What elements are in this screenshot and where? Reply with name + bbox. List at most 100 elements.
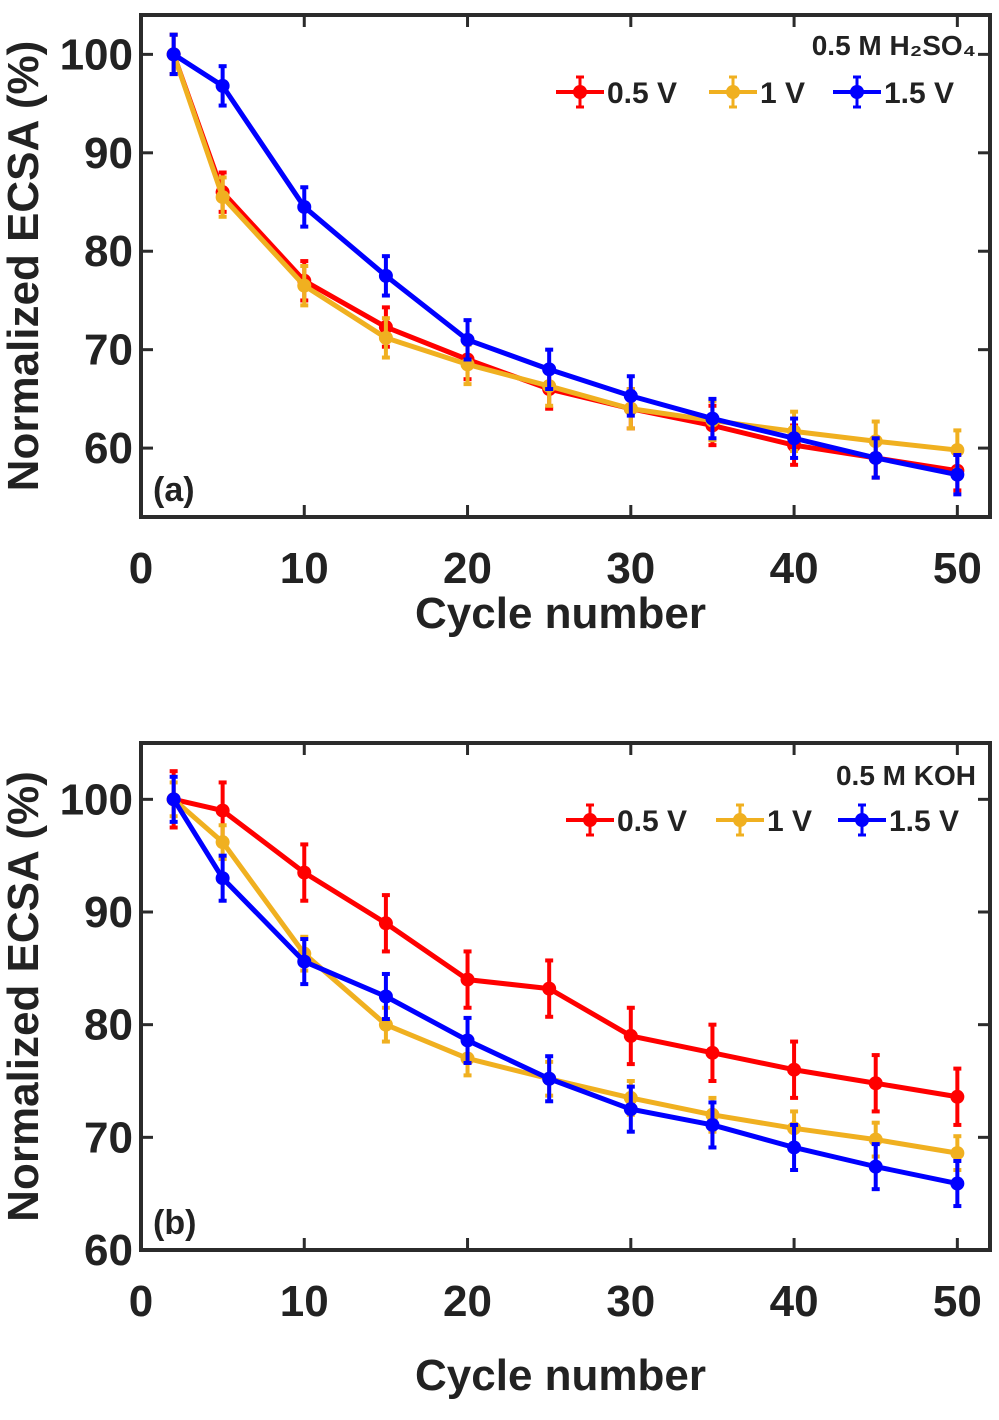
plot-frame <box>139 741 992 1252</box>
data-point <box>950 1089 965 1104</box>
data-point <box>623 1102 638 1117</box>
legend-label: 1 V <box>760 77 805 110</box>
legend-label: 0.5 V <box>617 805 687 838</box>
data-point <box>297 199 312 214</box>
panel-label: (a) <box>153 471 195 509</box>
y-tick-label: 70 <box>84 326 133 375</box>
legend-item: 1.5 V <box>838 803 959 838</box>
data-point <box>787 1062 802 1077</box>
electrolyte-annotation: 0.5 M H₂SO₄ <box>812 30 976 61</box>
legend-label: 1.5 V <box>884 77 954 110</box>
data-point <box>542 362 557 377</box>
x-tick-label: 40 <box>770 1277 819 1326</box>
data-point <box>378 330 393 345</box>
data-point <box>705 1117 720 1132</box>
x-tick-label: 40 <box>770 544 819 593</box>
series-0-5-V <box>166 769 965 1127</box>
data-point <box>460 1033 475 1048</box>
data-point <box>378 1017 393 1032</box>
data-point <box>460 972 475 987</box>
x-tick-label: 10 <box>280 544 329 593</box>
x-tick-label: 0 <box>129 544 153 593</box>
y-tick-label: 90 <box>84 129 133 178</box>
data-point <box>950 1176 965 1191</box>
plot-frame <box>139 13 992 519</box>
legend-label: 1.5 V <box>889 805 959 838</box>
legend-item: 1 V <box>716 803 812 838</box>
series-line <box>171 798 958 1186</box>
data-point <box>623 1028 638 1043</box>
y-tick-label: 60 <box>84 424 133 473</box>
x-tick-label: 20 <box>443 1277 492 1326</box>
x-tick-label: 0 <box>129 1277 153 1326</box>
data-point <box>166 47 181 62</box>
x-tick-label: 50 <box>933 1277 982 1326</box>
data-point <box>460 332 475 347</box>
electrolyte-annotation: 0.5 M KOH <box>836 760 976 791</box>
data-point <box>542 1071 557 1086</box>
chart-panel-b: 0 10 20 30 40 50 60 70 80 90 100 Cycle number Normal… <box>0 741 992 1400</box>
legend-marker <box>850 85 864 99</box>
legend-item: 0.5 V <box>556 75 677 110</box>
data-point <box>950 467 965 482</box>
x-tick-label: 30 <box>606 544 655 593</box>
y-tick-label: 60 <box>84 1226 133 1275</box>
series-line <box>171 53 958 453</box>
x-axis-label: Cycle number <box>415 589 706 638</box>
y-axis-label: Normalized ECSA (%) <box>0 41 48 492</box>
data-point <box>215 190 230 205</box>
data-point <box>868 450 883 465</box>
y-tick-label: 80 <box>84 1001 133 1050</box>
data-point <box>378 989 393 1004</box>
y-tick-label: 100 <box>60 775 133 824</box>
series-1-V <box>166 32 965 472</box>
series-1-5-V <box>166 774 965 1209</box>
x-tick-label: 30 <box>606 1277 655 1326</box>
series-1-V <box>166 780 965 1173</box>
data-point <box>705 411 720 426</box>
data-point <box>378 916 393 931</box>
y-tick-label: 80 <box>84 227 133 276</box>
data-point <box>950 1146 965 1161</box>
series-1-5-V <box>166 32 965 497</box>
data-point <box>623 388 638 403</box>
legend-label: 0.5 V <box>607 77 677 110</box>
panel-label: (b) <box>153 1204 196 1242</box>
legend-marker <box>573 85 587 99</box>
legend-item: 0.5 V <box>566 803 687 838</box>
x-tick-label: 20 <box>443 544 492 593</box>
y-tick-label: 90 <box>84 888 133 937</box>
data-point <box>297 865 312 880</box>
legend-item: 1 V <box>709 75 805 110</box>
data-point <box>787 1140 802 1155</box>
data-point <box>166 792 181 807</box>
legend-marker <box>583 813 597 827</box>
data-point <box>297 954 312 969</box>
legend-item: 1.5 V <box>833 75 954 110</box>
data-point <box>705 1045 720 1060</box>
data-point <box>868 1076 883 1091</box>
data-point <box>868 1159 883 1174</box>
legend-marker <box>726 85 740 99</box>
legend-marker <box>855 813 869 827</box>
data-point <box>215 835 230 850</box>
x-tick-label: 10 <box>280 1277 329 1326</box>
y-tick-label: 100 <box>60 30 133 79</box>
series-line <box>171 53 958 474</box>
chart-panel-a: 0 10 20 30 40 50 60 70 80 90 100 Cycle number Normal… <box>0 13 992 638</box>
data-point <box>542 981 557 996</box>
y-axis-label: Normalized ECSA (%) <box>0 771 48 1222</box>
y-tick-label: 70 <box>84 1113 133 1162</box>
data-point <box>297 278 312 293</box>
series-line <box>172 797 958 1156</box>
data-point <box>215 803 230 818</box>
data-point <box>215 78 230 93</box>
legend-label: 1 V <box>767 805 812 838</box>
data-point <box>787 431 802 446</box>
data-point <box>215 871 230 886</box>
data-point <box>378 268 393 283</box>
legend-marker <box>733 813 747 827</box>
x-tick-label: 50 <box>933 544 982 593</box>
x-axis-label: Cycle number <box>415 1351 706 1400</box>
